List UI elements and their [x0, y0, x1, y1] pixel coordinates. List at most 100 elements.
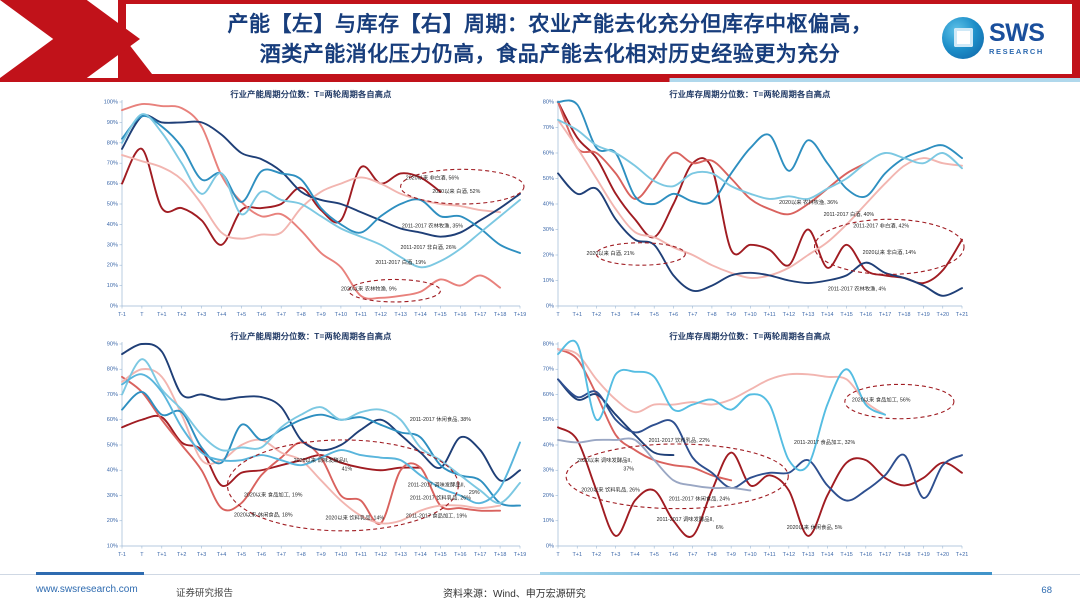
page-title-line1: 产能【左】与库存【右】周期：农业产能去化充分但库存中枢偏高，: [227, 13, 873, 36]
page-title: 产能【左】与库存【右】周期：农业产能去化充分但库存中枢偏高， 酒类产能消化压力仍…: [150, 8, 950, 72]
svg-text:2020以来 食品加工, 56%: 2020以来 食品加工, 56%: [852, 396, 911, 404]
svg-text:80%: 80%: [107, 367, 118, 373]
svg-text:2011-2017 白酒, 40%: 2011-2017 白酒, 40%: [824, 210, 875, 218]
svg-text:T+17: T+17: [879, 552, 891, 558]
svg-text:T+19: T+19: [917, 552, 929, 558]
footer-website-link[interactable]: www.swsresearch.com: [36, 584, 138, 595]
svg-text:20%: 20%: [543, 493, 554, 499]
svg-text:2011-2017 白酒, 19%: 2011-2017 白酒, 19%: [375, 258, 426, 266]
svg-text:T+7: T+7: [276, 552, 285, 558]
svg-text:T+8: T+8: [707, 552, 716, 558]
svg-text:T+7: T+7: [688, 552, 697, 558]
svg-text:80%: 80%: [107, 140, 118, 146]
svg-text:T+8: T+8: [296, 312, 305, 318]
svg-text:T: T: [140, 552, 144, 558]
svg-text:T+5: T+5: [237, 312, 246, 318]
svg-text:T+6: T+6: [257, 312, 266, 318]
svg-text:T+15: T+15: [840, 312, 852, 318]
chart-plot-area: 0% 10% 20% 30% 40% 50% 60% 70% 80% T T+1 T+2 T+3 T+4 T…: [532, 86, 968, 324]
svg-text:2011-2017 食品加工, 32%: 2011-2017 食品加工, 32%: [794, 438, 855, 446]
footer-page-number: 68: [1041, 585, 1052, 596]
svg-text:100%: 100%: [104, 99, 118, 105]
svg-text:2020以来 白酒, 21%: 2020以来 白酒, 21%: [587, 249, 635, 257]
svg-text:T+4: T+4: [630, 312, 639, 318]
svg-text:T+1: T+1: [157, 552, 166, 558]
logo-wordmark: SWS: [989, 18, 1045, 47]
svg-text:2020以来 非白酒, 14%: 2020以来 非白酒, 14%: [863, 248, 917, 256]
svg-text:20%: 20%: [543, 252, 554, 258]
svg-text:10%: 10%: [107, 283, 118, 289]
svg-text:T+20: T+20: [937, 312, 949, 318]
svg-text:T+2: T+2: [177, 552, 186, 558]
svg-text:50%: 50%: [543, 417, 554, 423]
svg-text:60%: 60%: [543, 150, 554, 156]
svg-text:T+15: T+15: [434, 552, 446, 558]
footer-accent-right: [540, 572, 992, 575]
svg-text:T-1: T-1: [118, 552, 126, 558]
svg-text:T+21: T+21: [956, 312, 968, 318]
svg-text:37%: 37%: [623, 466, 634, 472]
svg-text:50%: 50%: [543, 176, 554, 182]
svg-text:2011-2017 饮料乳品, 22%: 2011-2017 饮料乳品, 22%: [649, 436, 710, 444]
svg-text:T+16: T+16: [454, 552, 466, 558]
svg-text:T+1: T+1: [573, 312, 582, 318]
footer-data-source: 资料来源：Wind、申万宏源研究: [443, 589, 586, 600]
svg-text:T+13: T+13: [802, 312, 814, 318]
svg-text:T+20: T+20: [937, 552, 949, 558]
svg-text:T+16: T+16: [860, 312, 872, 318]
svg-text:T+18: T+18: [494, 552, 506, 558]
svg-text:T+21: T+21: [956, 552, 968, 558]
svg-text:50%: 50%: [107, 201, 118, 207]
svg-text:T+10: T+10: [335, 312, 347, 318]
svg-text:80%: 80%: [543, 99, 554, 105]
svg-text:80%: 80%: [543, 341, 554, 347]
header-underline: [0, 78, 1080, 82]
footer-report-label: 证券研究报告: [176, 588, 234, 599]
svg-text:T+4: T+4: [217, 312, 226, 318]
svg-text:T+17: T+17: [879, 312, 891, 318]
svg-text:40%: 40%: [107, 468, 118, 474]
svg-text:T: T: [556, 552, 560, 558]
svg-text:T+18: T+18: [898, 552, 910, 558]
chart-inventory-cycle-top-right: 行业库存周期分位数：T=两轮周期各自高点 0% 10% 20% 30% 40% 50% 60…: [532, 86, 968, 324]
chart-capacity-cycle-bottom-left: 行业产能周期分位数：T=两轮周期各自高点 10% 20% 30% 40% 50% 60% 7…: [96, 328, 526, 564]
svg-text:41%: 41%: [342, 466, 353, 472]
svg-text:T+14: T+14: [821, 312, 833, 318]
svg-text:10%: 10%: [107, 543, 118, 549]
svg-text:T+13: T+13: [802, 552, 814, 558]
svg-text:2020以来 食品加工, 19%: 2020以来 食品加工, 19%: [244, 491, 303, 499]
svg-text:0%: 0%: [110, 303, 118, 309]
page-footer: www.swsresearch.com 证券研究报告 资料来源：Wind、申万宏…: [0, 572, 1080, 608]
svg-text:T+18: T+18: [494, 312, 506, 318]
chart-plot-area: 0% 10% 20% 30% 40% 50% 60% 70% 80% 90% 100% T-1 T T+1…: [96, 86, 526, 324]
svg-text:2020以来 调味发酵品II,: 2020以来 调味发酵品II,: [577, 456, 632, 464]
svg-text:2020以来 休闲食品, 5%: 2020以来 休闲食品, 5%: [787, 523, 843, 531]
svg-text:0%: 0%: [546, 543, 554, 549]
svg-text:70%: 70%: [543, 367, 554, 373]
svg-text:T+2: T+2: [177, 312, 186, 318]
sws-logo-icon: [942, 17, 984, 59]
svg-text:T+3: T+3: [197, 552, 206, 558]
svg-text:T+14: T+14: [414, 312, 426, 318]
svg-text:40%: 40%: [107, 222, 118, 228]
svg-text:30%: 30%: [107, 493, 118, 499]
svg-text:30%: 30%: [107, 242, 118, 248]
svg-text:T: T: [556, 312, 560, 318]
svg-text:70%: 70%: [107, 392, 118, 398]
svg-text:T+3: T+3: [611, 312, 620, 318]
svg-text:T+11: T+11: [355, 552, 367, 558]
svg-text:T+18: T+18: [898, 312, 910, 318]
svg-text:2020以来 农林牧渔, 9%: 2020以来 农林牧渔, 9%: [341, 285, 397, 293]
svg-text:2020以来 饮料乳品, 14%: 2020以来 饮料乳品, 14%: [326, 514, 385, 522]
svg-text:30%: 30%: [543, 227, 554, 233]
svg-text:2011-2017 饮料乳品, 26%: 2011-2017 饮料乳品, 26%: [410, 494, 471, 502]
svg-text:20%: 20%: [107, 518, 118, 524]
svg-text:2011-2017 农林牧渔, 35%: 2011-2017 农林牧渔, 35%: [402, 221, 463, 229]
logo-subtitle: RESEARCH: [989, 46, 1044, 56]
svg-text:T+14: T+14: [821, 552, 833, 558]
svg-text:T+6: T+6: [669, 552, 678, 558]
svg-text:2020以来 非白酒, 56%: 2020以来 非白酒, 56%: [406, 174, 460, 182]
svg-text:40%: 40%: [543, 442, 554, 448]
svg-text:T+4: T+4: [630, 552, 639, 558]
svg-text:29%: 29%: [469, 490, 480, 496]
